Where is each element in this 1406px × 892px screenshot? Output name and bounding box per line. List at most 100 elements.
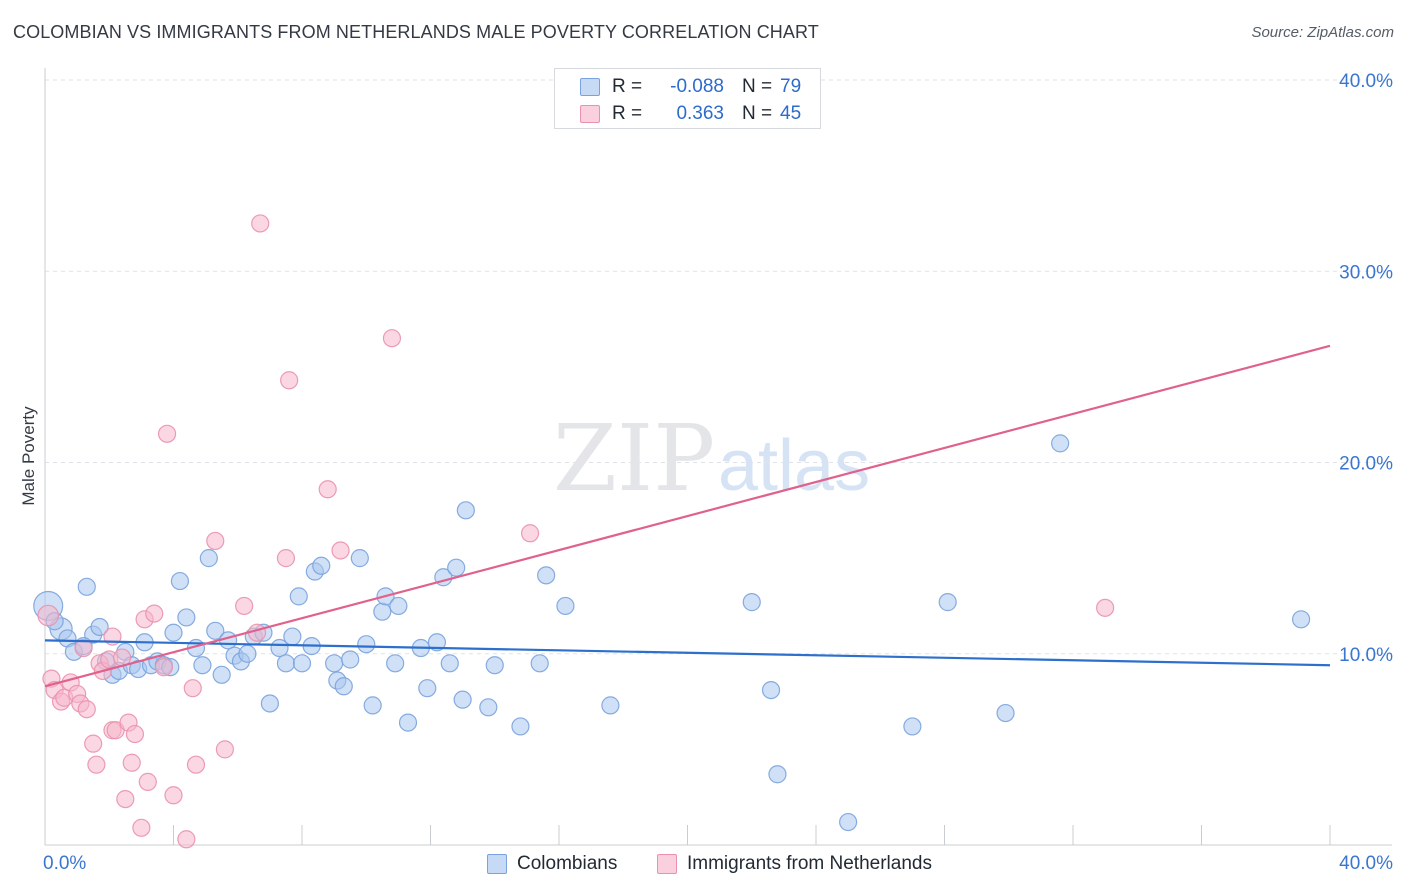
legend-swatch-colombians [580, 78, 600, 96]
watermark-zip: ZIP [553, 405, 715, 512]
point-colombians [1051, 434, 1070, 453]
legend-n-label: N = [742, 103, 773, 124]
point-colombians [325, 654, 344, 673]
point-netherlands [186, 755, 206, 774]
point-colombians [903, 717, 922, 736]
bottom-legend-label-colombians: Colombians [517, 853, 618, 874]
bottom-legend-swatch-colombians [487, 854, 507, 874]
point-colombians [485, 656, 504, 675]
point-netherlands [235, 596, 254, 616]
point-colombians [398, 713, 418, 732]
y-tick-label: 30.0% [1339, 262, 1393, 283]
legend-r-value: -0.088 [670, 76, 724, 97]
watermark-atlas: atlas [718, 426, 870, 506]
point-netherlands [276, 549, 296, 568]
point-colombians [289, 587, 308, 606]
point-colombians [199, 549, 218, 568]
bottom-legend-label-netherlands: Immigrants from Netherlands [687, 853, 932, 874]
point-colombians [440, 654, 459, 673]
point-colombians [389, 596, 408, 616]
legend-n-value: 45 [780, 103, 802, 124]
point-colombians [456, 501, 475, 520]
point-colombians [530, 654, 549, 673]
bottom-legend-colombians: Colombians [487, 851, 617, 877]
point-colombians [292, 654, 312, 673]
y-axis-title: Male Poverty [19, 406, 38, 506]
point-netherlands [382, 329, 402, 348]
point-colombians [177, 608, 196, 627]
y-tick-label: 20.0% [1339, 454, 1393, 475]
point-colombians [537, 566, 556, 585]
point-netherlands [122, 753, 141, 772]
point-netherlands [1096, 598, 1115, 617]
source-label: Source: ZipAtlas.com [1251, 24, 1394, 41]
legend-row-netherlands: R = 0.363 N = 45 [580, 101, 801, 127]
legend-swatch-netherlands [580, 105, 600, 123]
point-netherlands [183, 679, 202, 698]
bottom-legend-swatch-netherlands [657, 854, 677, 874]
point-colombians [164, 623, 183, 642]
y-tick-label: 40.0% [1339, 71, 1393, 92]
point-netherlands [125, 724, 145, 744]
point-colombians [283, 627, 302, 646]
point-colombians [206, 621, 225, 640]
point-netherlands [215, 740, 234, 759]
point-colombians [996, 703, 1015, 723]
point-netherlands [154, 658, 173, 677]
point-colombians [276, 654, 296, 673]
legend-r-label: R = [612, 76, 643, 97]
point-colombians [357, 635, 376, 654]
point-colombians [453, 690, 472, 709]
legend-r-value: 0.363 [676, 103, 724, 124]
point-colombians [77, 577, 96, 596]
point-netherlands [37, 604, 60, 627]
point-colombians [447, 558, 466, 577]
point-colombians [601, 696, 620, 715]
chart-title: COLOMBIAN VS IMMIGRANTS FROM NETHERLANDS… [13, 22, 819, 42]
point-colombians [350, 549, 369, 568]
point-colombians [341, 650, 360, 669]
point-colombians [1291, 610, 1311, 629]
legend-n-label: N = [742, 76, 773, 97]
point-colombians [938, 593, 957, 612]
point-colombians [238, 644, 257, 663]
point-netherlands [87, 755, 106, 774]
stats-legend: R = -0.088 N = 79 R = 0.363 N = 45 [554, 68, 821, 129]
point-netherlands [138, 772, 157, 791]
point-netherlands [280, 371, 299, 390]
y-tick-label: 10.0% [1339, 645, 1393, 666]
point-netherlands [206, 531, 225, 551]
point-netherlands [164, 786, 183, 805]
bottom-legend-netherlands: Immigrants from Netherlands [657, 851, 932, 877]
point-netherlands [177, 830, 196, 849]
point-colombians [427, 633, 447, 652]
legend-row-colombians: R = -0.088 N = 79 [580, 74, 801, 100]
point-netherlands [132, 818, 151, 837]
point-colombians [260, 694, 279, 713]
point-netherlands [251, 214, 270, 233]
point-colombians [90, 617, 109, 637]
point-colombians [386, 654, 405, 673]
point-colombians [511, 717, 530, 736]
point-netherlands [116, 789, 135, 809]
point-netherlands [145, 604, 164, 623]
point-netherlands [318, 480, 337, 499]
trend-line-colombians [44, 639, 1331, 667]
point-colombians [193, 656, 212, 675]
point-netherlands [520, 524, 540, 543]
point-netherlands [84, 734, 103, 753]
x-tick-label-min: 0.0% [43, 853, 86, 874]
point-netherlands [331, 541, 350, 560]
point-colombians [839, 812, 858, 832]
point-colombians [334, 677, 353, 696]
point-colombians [556, 596, 575, 616]
point-colombians [768, 765, 787, 784]
legend-n-value: 79 [780, 76, 802, 97]
point-colombians [418, 679, 437, 698]
point-colombians [212, 665, 231, 684]
point-colombians [373, 602, 392, 621]
x-tick-label-max: 40.0% [1339, 853, 1393, 874]
point-colombians [479, 698, 498, 717]
point-colombians [742, 593, 761, 612]
